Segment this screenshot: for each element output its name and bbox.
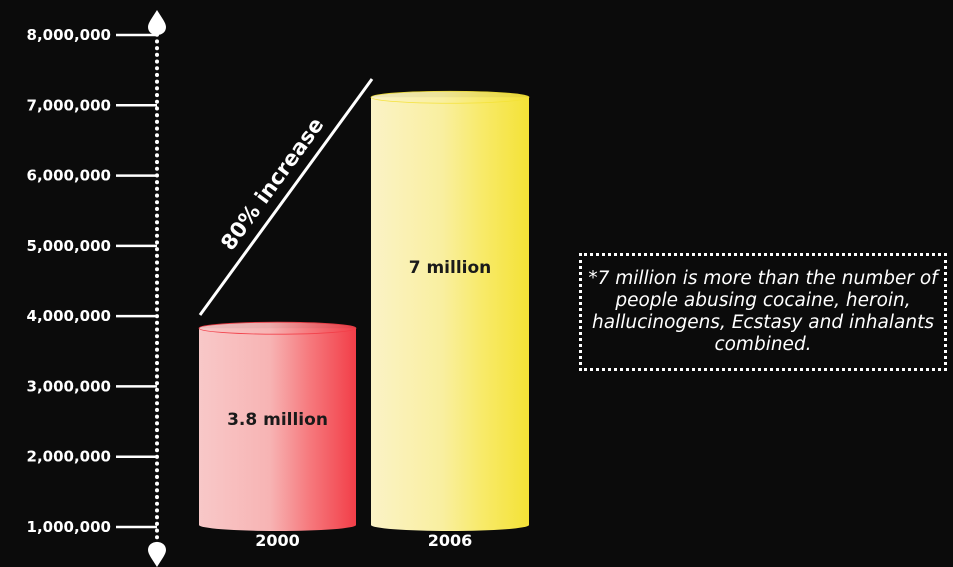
bar-top bbox=[198, 321, 357, 335]
data-label: 3.8 million bbox=[227, 410, 328, 430]
y-tick-label: 2,000,000 bbox=[27, 448, 111, 466]
axis-bottom-cap bbox=[148, 542, 166, 567]
bar-top bbox=[370, 90, 530, 104]
bar-group bbox=[370, 90, 530, 532]
increase-line bbox=[198, 78, 374, 316]
y-tick-label: 3,000,000 bbox=[27, 377, 111, 395]
footnote-box: *7 million is more than the number of pe… bbox=[579, 253, 947, 371]
data-label: 7 million bbox=[409, 258, 492, 278]
y-tick-label: 8,000,000 bbox=[27, 26, 111, 44]
axis-top-cap bbox=[148, 10, 166, 35]
y-tick-label: 1,000,000 bbox=[27, 518, 111, 536]
y-axis: 1,000,000 2,000,000 3,000,000 4,000,000 5,00… bbox=[27, 10, 166, 567]
bars-layer bbox=[198, 90, 530, 532]
y-tick-label: 7,000,000 bbox=[27, 96, 111, 114]
increase-annotation: 80% increase bbox=[216, 113, 328, 255]
y-tick-label: 4,000,000 bbox=[27, 307, 111, 325]
bar bbox=[199, 328, 356, 531]
x-tick-label: 2000 bbox=[255, 531, 300, 550]
footnote-text: *7 million is more than the number of pe… bbox=[588, 267, 938, 356]
bar bbox=[371, 97, 529, 532]
y-tick-label: 5,000,000 bbox=[27, 237, 111, 255]
y-tick-label: 6,000,000 bbox=[27, 167, 111, 185]
bar-group bbox=[198, 321, 357, 531]
x-tick-label: 2006 bbox=[428, 531, 473, 550]
